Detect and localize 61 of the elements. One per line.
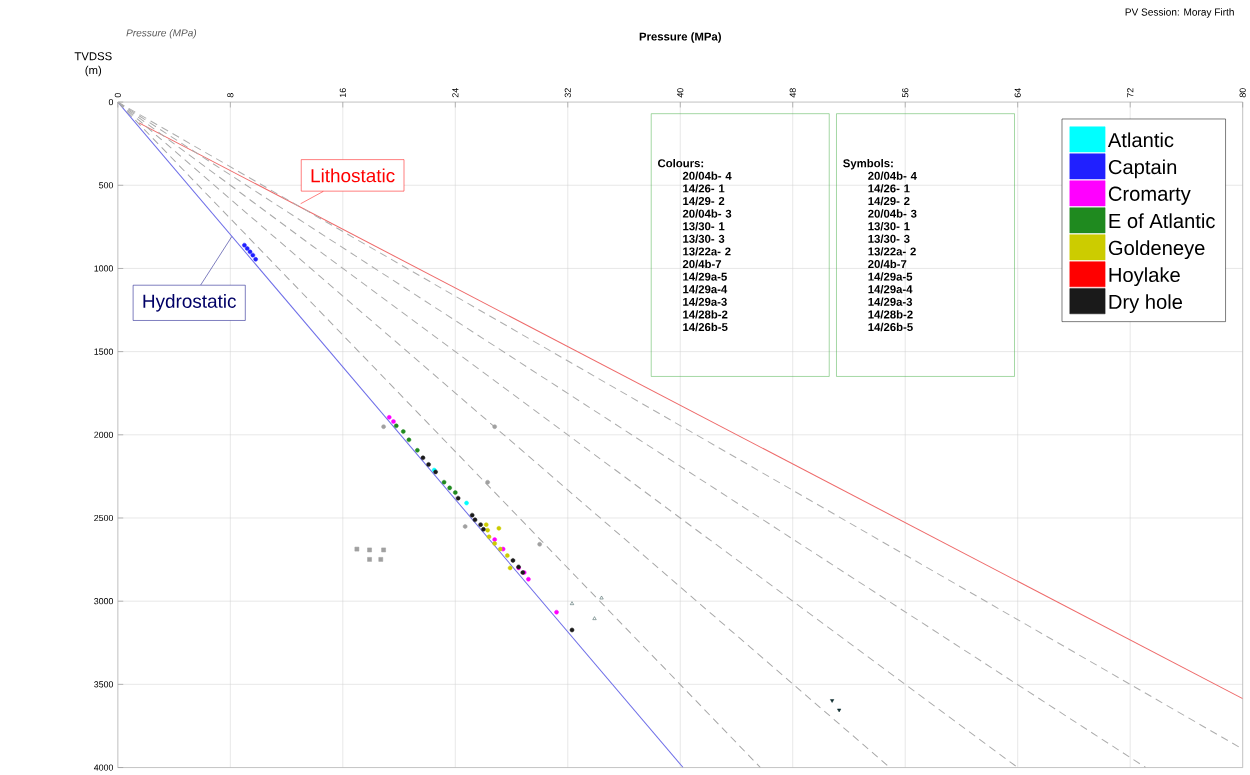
y-tick-label: 1500 [94, 348, 114, 355]
x-tick-label: 48 [789, 88, 796, 98]
legend-label: Atlantic [1107, 132, 1174, 148]
legend-label: E of Atlantic [1109, 213, 1215, 229]
text: Pressure (MPa) [126, 29, 197, 39]
x-tick-label: 16 [339, 88, 346, 98]
legend-label: Hoylake [1109, 267, 1180, 287]
y-tick-label: 1000 [94, 265, 114, 272]
annotation: 20/04b- 3 [868, 209, 917, 218]
annotation: 14/26- 1 [868, 184, 910, 193]
annotation: 14/29a-3 [868, 297, 913, 307]
annotation: 14/29a-4 [868, 285, 913, 294]
annotation: 14/26b-5 [683, 322, 728, 332]
y-tick-label: 500 [99, 182, 114, 189]
legend-label: Dry hole [1109, 294, 1183, 314]
y-axis-title: TVDSS (m) [74, 52, 112, 77]
legend-label: Captain [1108, 159, 1177, 179]
x-tick-label: 8 [227, 93, 234, 98]
y-tick-label: 0 [108, 99, 114, 106]
annotation: 14/28b-2 [683, 310, 728, 319]
annotation: Colours: [658, 159, 704, 168]
annotation: Lithostatic [311, 168, 395, 183]
annotation: 13/30- 3 [868, 234, 910, 244]
annotation: 14/28b-2 [868, 310, 913, 319]
annotation: 14/29a-5 [683, 272, 727, 281]
annotation: 13/22a- 2 [868, 247, 916, 256]
x-tick-label: 64 [1014, 88, 1021, 98]
annotation: 20/04b- 4 [682, 171, 732, 181]
text: PV Session: Moray Firth [1125, 8, 1234, 18]
x-tick-label: 24 [452, 88, 459, 98]
legend-label: Cromarty [1108, 186, 1191, 205]
y-tick-label: 2000 [94, 431, 114, 439]
annotation: Hydrostatic [143, 294, 236, 312]
annotation: 14/26b-5 [868, 322, 913, 332]
annotation: 14/29- 2 [683, 196, 725, 206]
annotation: 14/29a-4 [683, 285, 728, 294]
x-tick-label: 72 [1127, 88, 1134, 98]
annotation: 13/30- 1 [683, 222, 725, 231]
annotation: 14/29a-3 [683, 297, 727, 307]
annotation: 20/4b-7 [682, 259, 722, 269]
annotation: 13/30- 3 [683, 234, 725, 244]
annotation: 13/22a- 2 [683, 247, 731, 256]
y-tick-label: 4000 [93, 764, 114, 771]
x-tick-label: 40 [677, 88, 684, 98]
annotation: 13/30- 1 [868, 222, 910, 231]
annotation: 14/29- 2 [868, 196, 910, 206]
y-tick-label: 3500 [94, 681, 114, 688]
x-tick-label: 56 [902, 88, 909, 98]
annotation: 14/29a-5 [868, 272, 913, 281]
y-tick-label: 3000 [94, 598, 114, 605]
annotation: 14/26- 1 [683, 184, 725, 193]
annotation: 20/4b-7 [868, 259, 907, 269]
annotation: 20/04b- 3 [682, 209, 732, 218]
annotation: 20/04b- 4 [868, 171, 917, 181]
legend-label: Goldeneye [1108, 240, 1205, 260]
y-tick-label: 2500 [94, 514, 114, 522]
x-tick-label: 0 [114, 93, 121, 98]
x-tick-label: 80 [1239, 88, 1246, 98]
annotation: Symbols: [843, 159, 893, 170]
x-tick-label: 32 [564, 88, 571, 98]
x-axis-title: Pressure (MPa) [639, 32, 721, 43]
